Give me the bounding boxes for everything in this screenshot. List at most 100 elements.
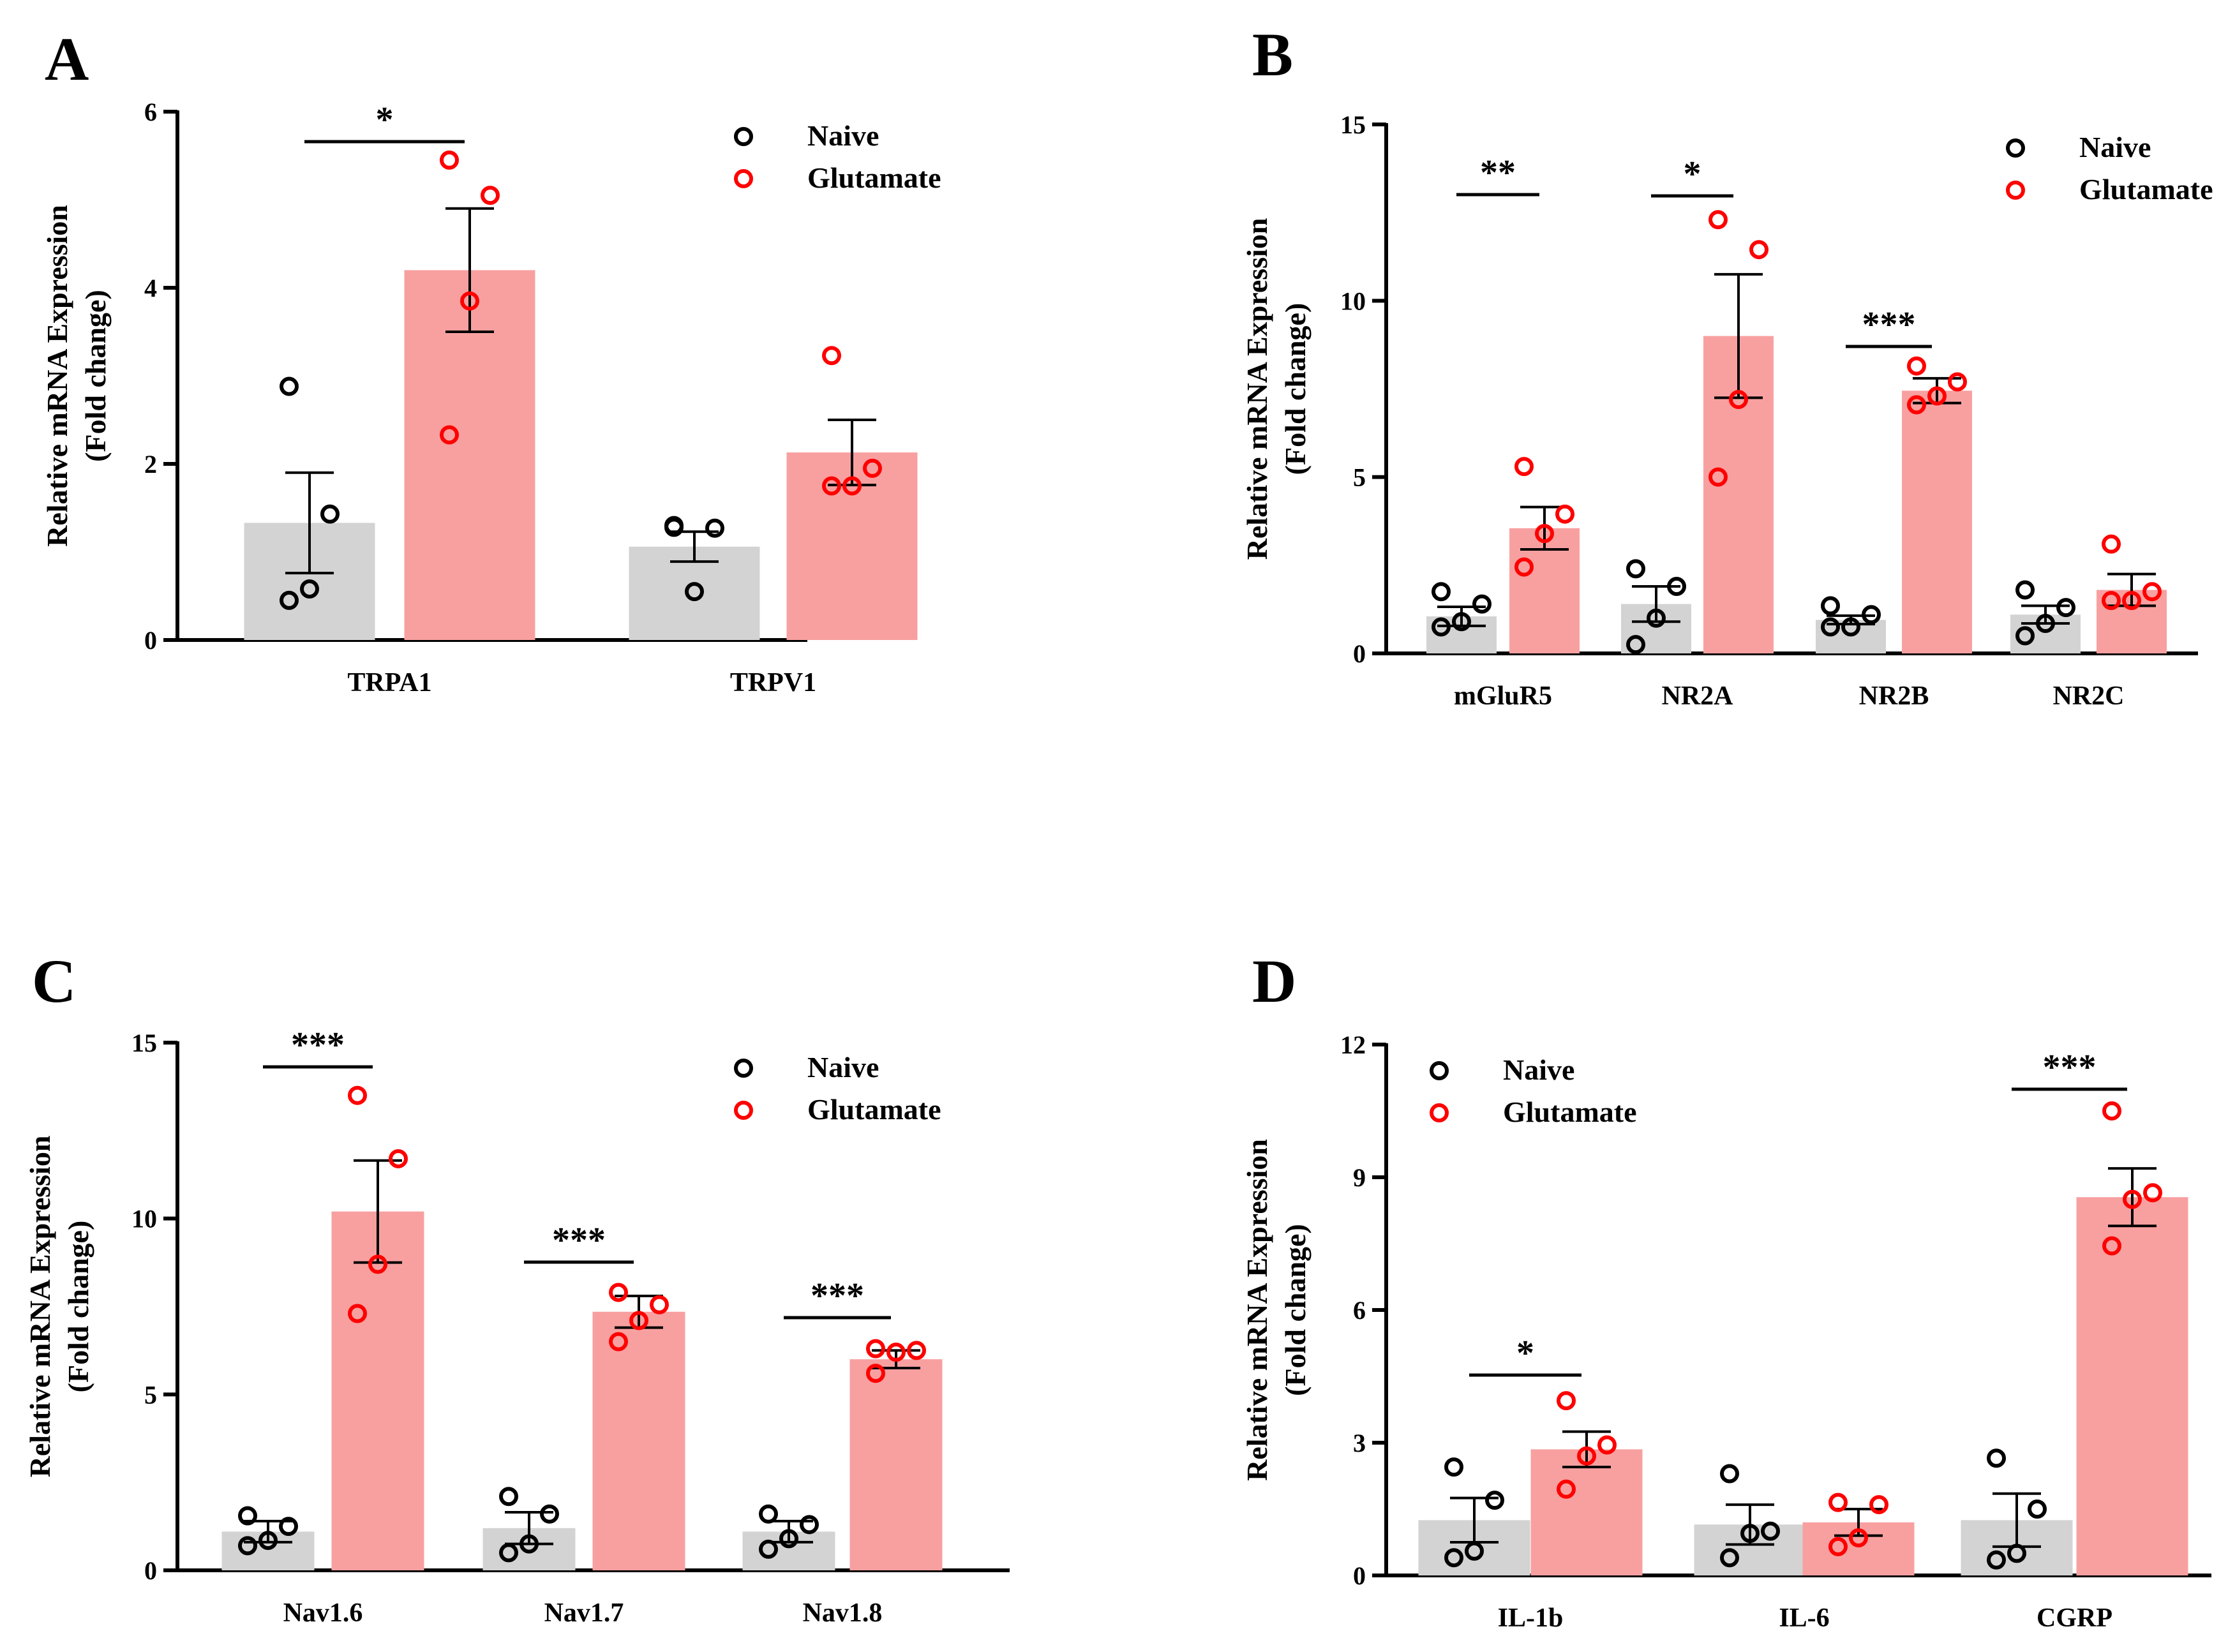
data-point-naive	[238, 1506, 257, 1526]
data-point-naive	[520, 1534, 539, 1554]
data-point-naive	[1821, 596, 1840, 616]
data-point-glutamate	[1708, 210, 1728, 230]
data-point-naive	[2015, 580, 2035, 600]
legend-marker-naive	[2006, 138, 2025, 158]
significance-label: ***	[1862, 305, 1916, 345]
data-point-naive	[1444, 1548, 1463, 1568]
significance-label: *	[1516, 1334, 1534, 1373]
y-tick-label: 5	[1353, 463, 1366, 492]
legend-marker-glutamate	[1430, 1103, 1449, 1122]
data-point-glutamate	[2123, 1189, 2142, 1209]
y-tick-label: 6	[1353, 1296, 1366, 1325]
x-tick-label: mGluR5	[1454, 681, 1552, 711]
panel-letter: D	[1252, 947, 1296, 1015]
bar-glutamate-nr2b	[1902, 391, 1972, 653]
data-point-glutamate	[907, 1341, 926, 1360]
data-point-naive	[540, 1504, 559, 1524]
y-axis-label-2: (Fold change)	[79, 290, 112, 462]
bar-glutamate-nav16	[331, 1211, 424, 1570]
x-tick-label: IL-1b	[1498, 1604, 1564, 1633]
legend-label-naive: Naive	[807, 119, 879, 152]
panel-b: B Relative mRNA Expression (Fold change) 0 5…	[1241, 20, 2213, 711]
significance-label: **	[1480, 153, 1516, 193]
panel-a: A Relative mRNA Expression (Fold change) 0 2…	[41, 25, 941, 697]
data-point-glutamate	[348, 1085, 367, 1105]
data-point-naive	[685, 582, 704, 602]
data-point-naive	[1740, 1524, 1760, 1544]
legend-marker-glutamate	[734, 1101, 753, 1120]
data-point-glutamate	[1514, 457, 1534, 477]
data-point-naive	[499, 1487, 518, 1507]
legend-marker-glutamate	[734, 169, 753, 188]
data-point-naive	[759, 1539, 778, 1559]
data-point-glutamate	[440, 425, 459, 445]
data-point-glutamate	[1597, 1435, 1617, 1455]
data-point-glutamate	[1828, 1537, 1848, 1556]
data-point-glutamate	[2102, 534, 2121, 554]
x-tick-label: NR2C	[2053, 681, 2125, 711]
x-tick-label: Nav1.8	[803, 1598, 883, 1628]
data-point-naive	[1987, 1550, 2006, 1570]
bar-glutamate-il1b	[1530, 1449, 1643, 1575]
data-point-glutamate	[460, 291, 479, 311]
bar-glutamate-cgrp	[2076, 1197, 2188, 1575]
data-point-glutamate	[1948, 372, 1967, 392]
x-tick-label: TRPA1	[347, 668, 431, 697]
data-point-naive	[2036, 614, 2055, 634]
legend-marker-naive	[734, 127, 753, 146]
data-point-glutamate	[1749, 240, 1768, 260]
y-tick-label: 5	[144, 1380, 157, 1409]
panel-letter: A	[45, 25, 89, 93]
significance-label: *	[1684, 154, 1701, 194]
data-point-naive	[759, 1504, 778, 1524]
data-point-glutamate	[2122, 591, 2141, 611]
y-tick-label: 0	[1353, 1561, 1366, 1590]
data-point-glutamate	[1927, 386, 1947, 406]
y-tick-label: 10	[131, 1205, 157, 1233]
data-point-naive	[320, 504, 340, 524]
data-point-naive	[1432, 582, 1451, 602]
data-point-glutamate	[2143, 1183, 2162, 1203]
data-point-naive	[279, 1517, 298, 1537]
y-tick-label: 15	[131, 1029, 157, 1057]
data-point-glutamate	[842, 476, 862, 496]
data-point-naive	[800, 1515, 819, 1535]
legend-marker-naive	[734, 1059, 753, 1078]
significance-label: ***	[2043, 1048, 2097, 1087]
data-point-glutamate	[609, 1332, 628, 1351]
data-point-naive	[2015, 626, 2035, 646]
y-axis-label-2: (Fold change)	[1279, 303, 1312, 475]
data-point-glutamate	[650, 1295, 669, 1314]
x-tick-label: Nav1.7	[544, 1598, 624, 1628]
data-point-naive	[280, 590, 299, 610]
bar-naive-nr2b	[1816, 620, 1886, 653]
x-tick-label: NR2A	[1662, 681, 1734, 711]
y-axis-label: Relative mRNA Expression	[1241, 218, 1273, 560]
data-point-naive	[779, 1529, 798, 1549]
data-point-glutamate	[348, 1304, 367, 1323]
data-point-glutamate	[1557, 1479, 1576, 1499]
data-point-naive	[238, 1536, 257, 1556]
data-point-glutamate	[1729, 390, 1748, 410]
panel-d: D Relative mRNA Expression (Fold change) 0 3…	[1241, 947, 2211, 1633]
data-point-naive	[1485, 1491, 1504, 1510]
significance-label: ***	[811, 1276, 864, 1316]
data-point-naive	[1987, 1448, 2006, 1468]
data-point-glutamate	[609, 1283, 628, 1302]
x-tick-label: NR2B	[1859, 681, 1929, 711]
data-point-glutamate	[629, 1311, 648, 1330]
data-point-glutamate	[368, 1254, 387, 1274]
data-point-glutamate	[1514, 557, 1534, 577]
data-point-naive	[280, 376, 299, 396]
data-point-naive	[1720, 1464, 1739, 1484]
data-point-glutamate	[2102, 1236, 2121, 1256]
data-point-glutamate	[866, 1364, 885, 1383]
data-point-glutamate	[1869, 1495, 1888, 1515]
data-point-glutamate	[863, 458, 882, 478]
data-point-naive	[1647, 608, 1666, 628]
data-point-glutamate	[1907, 356, 1926, 376]
legend-label-glutamate: Glutamate	[807, 161, 941, 194]
y-axis-label-2: (Fold change)	[1279, 1224, 1312, 1396]
x-tick-label: Nav1.6	[283, 1598, 363, 1628]
